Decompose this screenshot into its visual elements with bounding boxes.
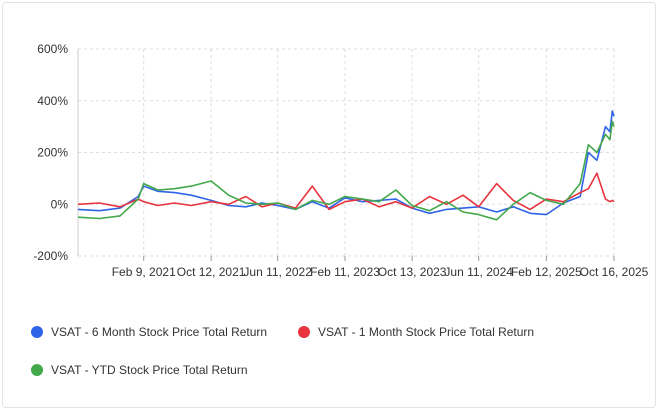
legend-dot-icon [31,364,43,376]
legend-label: VSAT - YTD Stock Price Total Return [51,363,248,377]
legend-label: VSAT - 6 Month Stock Price Total Return [51,325,268,339]
series-line-2 [77,120,615,221]
legend: VSAT - 6 Month Stock Price Total Return … [31,321,651,391]
y-axis: -200% 0% 200% 400% 600% [33,42,68,263]
x-tick-label: Jun 11, 2022 [243,265,312,279]
legend-item-1-month[interactable]: VSAT - 1 Month Stock Price Total Return [298,325,534,339]
y-tick-label: 200% [37,146,68,160]
y-tick-label: 600% [37,42,68,56]
legend-item-6-month[interactable]: VSAT - 6 Month Stock Price Total Return [31,325,267,339]
x-tick-label: Oct 13, 2023 [378,265,447,279]
grid [77,48,615,257]
series-line-1 [77,172,615,211]
y-tick-label: 0% [51,197,69,211]
legend-item-ytd[interactable]: VSAT - YTD Stock Price Total Return [31,363,248,377]
y-tick-label: -200% [33,249,68,263]
series-lines [77,110,615,221]
x-tick-label: Jun 11, 2024 [444,265,513,279]
x-tick-label: Feb 11, 2023 [310,265,380,279]
x-tick-label: Feb 12, 2025 [511,265,582,279]
legend-dot-icon [31,326,43,338]
series-line-0 [77,110,615,216]
x-tick-label: Feb 9, 2021 [112,265,176,279]
legend-dot-icon [298,326,310,338]
x-tick-label: Oct 12, 2021 [177,265,246,279]
x-tick-label: Oct 16, 2025 [580,265,649,279]
y-tick-label: 400% [37,94,68,108]
legend-label: VSAT - 1 Month Stock Price Total Return [318,325,535,339]
chart-card: -200% 0% 200% 400% 600% Feb 9, 2021 Oct 12, 2… [2,2,656,408]
line-chart: -200% 0% 200% 400% 600% Feb 9, 2021 Oct 12, 2… [33,42,649,279]
